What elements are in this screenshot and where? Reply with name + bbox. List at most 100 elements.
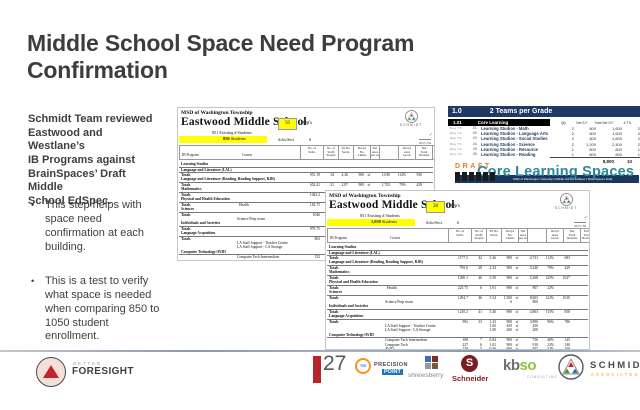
- doc-ref-number: 2017.134: [419, 139, 431, 145]
- doc-row: Totals 1210.2 41 5.40 900 sf 4,863 115% 858: [329, 309, 570, 314]
- row-number: .01: [472, 126, 477, 130]
- row-net-sf: 800: [589, 136, 596, 142]
- doc-row: Totals 951.19 34 4.26 900 sf 1,030 112% 930: [181, 173, 422, 178]
- check-icon: ✓: [583, 215, 588, 221]
- doc-row: Science Prep room: [237, 217, 265, 222]
- row-prefix: Req. T.S.: [450, 151, 463, 156]
- col-header-cell: Req'd No. Chrms: [502, 228, 519, 243]
- row-prefix: Req. T.S.: [450, 136, 463, 141]
- row-net-sf: 800: [589, 146, 596, 152]
- edspec-sub-label: Core Learning: [477, 120, 509, 125]
- op-label: Op's: [451, 204, 460, 209]
- row-number: .06: [472, 151, 477, 156]
- col-header-cell: Ext'l Total Stations: [581, 228, 589, 243]
- doc-row: Language and Literature (LAL): [327, 251, 588, 257]
- edspec-col-netsf: Net S.F.: [576, 121, 588, 125]
- doc-row: Totals 992 33 1.43 900 sf 3,896 96% 786: [329, 319, 570, 324]
- schneider-icon: S: [461, 355, 478, 372]
- edspec-row: Req. T.S. .03 Learning Studios - Social St…: [448, 136, 640, 141]
- row-prefix: Req. T.S.: [450, 126, 463, 130]
- schmidt-associates-label: SCHMIDT: [590, 360, 640, 371]
- edspec-col-headers: Qty Net S.F. Total Net S.F. # T.S.: [550, 119, 640, 126]
- doc-row: Sciences: [327, 290, 588, 296]
- doc-rows: Learning Studios Language and Literature …: [179, 162, 433, 260]
- enrollment-unit: Students: [229, 136, 246, 141]
- doc-row: Computer Technology/AVID: [179, 250, 433, 256]
- enrollment-value: 850: [223, 136, 230, 141]
- sidebar-intro: Schmidt Team reviewed Eastwood and Westl…: [28, 113, 153, 207]
- schs-sect-label: Schs/Sect: [426, 220, 443, 225]
- op-label: Op's: [303, 121, 312, 126]
- row-net-sf: 800: [589, 131, 596, 137]
- row-total-net-sf: 2,400: [611, 141, 622, 147]
- col-header-cell: Req'd Area Gross: [399, 145, 416, 160]
- kbso-label: kbso: [503, 357, 537, 374]
- edspec-subheader: 1.01 Core Learning Qty Net S.F. Total Ne…: [448, 119, 640, 126]
- enrollment-highlight: 850 Students: [179, 136, 267, 143]
- draft-watermark: DRAFT: [455, 163, 492, 170]
- school-title: Eastwood Middle School: [329, 199, 455, 211]
- row-number: .05: [472, 146, 477, 151]
- enrollment-highlight: 1,050 Students: [327, 219, 415, 226]
- op-highlight-cell: 50: [278, 118, 297, 130]
- footer-divider: [0, 350, 640, 352]
- row-label: Learning Studios - Science: [481, 141, 535, 147]
- doc-row: Learning Studios: [327, 245, 588, 251]
- edspec-row: Req. T.S. .02 Learning Studios - Language …: [448, 131, 640, 136]
- col-course: Course: [390, 236, 401, 240]
- col-header-cell: No. of Staff/ People: [324, 145, 339, 160]
- row-ts: 1: [637, 151, 640, 157]
- edspec-col-totalnetsf: Total Net S.F.: [594, 121, 614, 125]
- district-line: MSD of Washington Township: [329, 193, 401, 199]
- edspec-sub-block: 1.01 Core Learning: [448, 119, 550, 126]
- edspec-total-ts: 10: [626, 159, 632, 165]
- row-total-net-sf: 800: [615, 151, 622, 157]
- doc-row: Sciences: [179, 207, 433, 213]
- row-number: .04: [472, 141, 477, 146]
- doc-row: AVID 138 5 0.56 900 sf 507 32% 100: [385, 346, 570, 349]
- doc-row: Language Acquisition: [327, 314, 588, 320]
- col-header-cell: Ttl No. Sectn.: [487, 228, 502, 243]
- doc-row: Language and Literature (Reading, Readin…: [327, 260, 588, 267]
- row-ts: 2: [637, 141, 640, 147]
- col-header-cell: Net Area per ea: [519, 228, 528, 243]
- doc-row: Totals Health 225.75 6 1.01 900 sf 907 22%: [329, 285, 554, 290]
- row-qty: 2: [571, 131, 574, 137]
- bullet-item: • This step helps with space need confir…: [31, 199, 161, 254]
- existing-students-line: 851 Existing # Students: [212, 130, 252, 135]
- row-prefix: Req. T.S.: [450, 146, 463, 151]
- row-qty: 2: [571, 141, 574, 147]
- foresight-better-label: BETTER: [73, 361, 102, 366]
- col-course: Course: [242, 153, 253, 157]
- brainspaces-logo: [455, 172, 495, 181]
- doc-column-headers: IB Program Course No. of Stdts. No. of Staf…: [327, 228, 589, 243]
- foresight-logo-icon: [36, 357, 66, 387]
- doc-row: LA Staff Support - LA Storage 1.00 200 sf 20…: [385, 328, 538, 333]
- district-line: MSD of Washington Township: [181, 110, 253, 116]
- doc-row: Language and Literature (LAL): [179, 168, 433, 174]
- schmidt-doc-logo-icon: SCHMIDT: [394, 110, 428, 127]
- kbso-so-label: so: [519, 357, 537, 374]
- edspec-header: 1.0 2 Teams per Grade: [448, 106, 640, 117]
- edspec-col-ts: # T.S.: [623, 121, 632, 125]
- kbso-kb-label: kb: [503, 357, 520, 374]
- edspec-sub-code: 1.01: [453, 120, 462, 125]
- col-header-cell: Net Total Stations: [416, 145, 433, 160]
- bullet-text: This step helps with space need confirma…: [45, 199, 145, 253]
- col-ib-program: IB Program: [330, 236, 347, 240]
- enrollment-value: 1,050: [371, 219, 381, 224]
- design27-banner-icon: [313, 356, 321, 383]
- doc-row: Computer Technology/AVID: [327, 333, 588, 339]
- schs-sect-value: 6: [309, 137, 312, 142]
- shrewsberry-label: shrewsberry: [408, 372, 444, 379]
- row-ts: 2: [637, 136, 640, 142]
- col-header-cell: [380, 145, 399, 160]
- row-prefix: Req. T.S.: [450, 141, 463, 146]
- doc-row: Totals 795.0 28 2.34 900 sf 3,240 79% 429: [329, 266, 570, 271]
- col-ib-program: IB Program: [182, 153, 199, 157]
- precision-point-icon: TIS: [355, 358, 371, 374]
- bullet-marker: •: [31, 276, 35, 286]
- edspec-rows: Req. T.S. .01 Learning Studios - Math 2 800 1…: [448, 126, 640, 157]
- edspec-row: Req. T.S. .05 Learning Studios - Resource 1…: [448, 147, 640, 152]
- school-title: Eastwood Middle School: [181, 116, 307, 128]
